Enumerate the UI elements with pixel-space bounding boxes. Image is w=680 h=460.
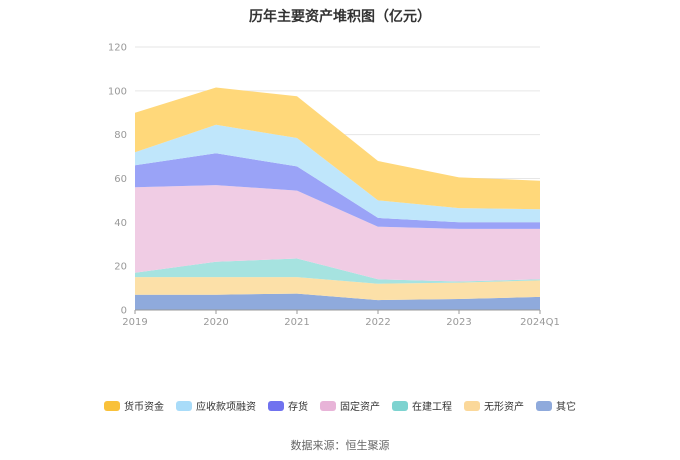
- area-series-2[interactable]: [135, 258, 540, 284]
- x-tick-label: 2022: [365, 317, 390, 328]
- y-tick-label: 120: [108, 43, 127, 54]
- legend-label: 无形资产: [484, 402, 524, 413]
- y-tick-label: 0: [121, 306, 127, 317]
- legend-swatch: [104, 400, 120, 411]
- y-tick-label: 40: [114, 218, 127, 229]
- y-tick-label: 60: [114, 174, 127, 185]
- data-source-note: 数据来源：恒生聚源: [290, 439, 390, 452]
- legend-item[interactable]: 无形资产: [464, 398, 524, 413]
- x-tick-label: 2020: [203, 317, 228, 328]
- area-series-5[interactable]: [135, 124, 540, 223]
- legend-label: 其它: [556, 402, 576, 413]
- chart-legend: 货币资金 应收款项融资 存货 固定资产 在建工程 无形资产 其它: [0, 398, 680, 413]
- area-series-3[interactable]: [135, 185, 540, 282]
- area-series-6[interactable]: [135, 87, 540, 210]
- y-tick-label: 80: [114, 130, 127, 141]
- legend-item[interactable]: 在建工程: [392, 398, 452, 413]
- legend-item[interactable]: 固定资产: [320, 398, 380, 413]
- area-series-4[interactable]: [135, 153, 540, 229]
- x-tick-label: 2023: [446, 317, 471, 328]
- legend-label: 存货: [288, 402, 308, 413]
- legend-label: 在建工程: [412, 402, 452, 413]
- legend-item[interactable]: 存货: [268, 398, 308, 413]
- legend-swatch: [392, 400, 408, 411]
- legend-item[interactable]: 其它: [536, 398, 576, 413]
- chart-title: 历年主要资产堆积图（亿元）: [249, 9, 431, 25]
- y-tick-label: 100: [108, 86, 127, 97]
- y-tick-label: 20: [114, 262, 127, 273]
- legend-item[interactable]: 应收款项融资: [176, 398, 256, 413]
- area-series-0[interactable]: [135, 293, 540, 310]
- legend-item[interactable]: 货币资金: [104, 398, 164, 413]
- legend-swatch: [320, 400, 336, 411]
- legend-label: 货币资金: [124, 402, 164, 413]
- legend-label: 应收款项融资: [196, 402, 256, 413]
- x-tick-label: 2021: [284, 317, 309, 328]
- legend-swatch: [536, 400, 552, 411]
- legend-swatch: [268, 400, 284, 411]
- x-tick-label: 2019: [122, 317, 147, 328]
- legend-label: 固定资产: [340, 402, 380, 413]
- legend-swatch: [464, 400, 480, 411]
- x-tick-label: 2024Q1: [520, 317, 560, 328]
- legend-swatch: [176, 400, 192, 411]
- area-series-1[interactable]: [135, 277, 540, 301]
